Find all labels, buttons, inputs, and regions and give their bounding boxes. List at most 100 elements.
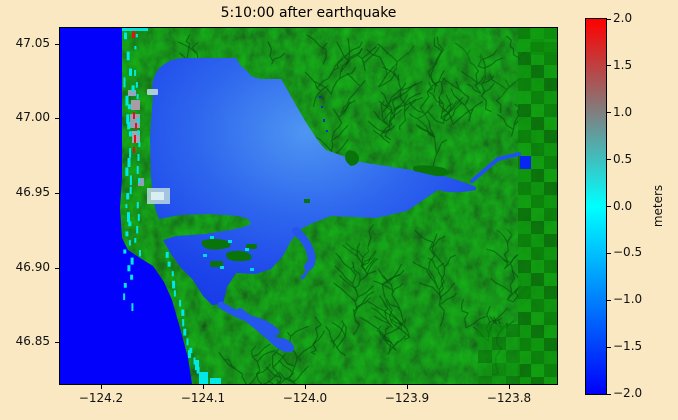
map-plot-area (59, 27, 558, 385)
shoreline-cyan-dash (165, 252, 169, 258)
shoreline-cyan-dash (135, 34, 138, 38)
shoreline-cyan-dash (129, 68, 132, 76)
colorbar-tick-mark (607, 206, 611, 207)
colorbar-tick-label: 0.5 (613, 151, 633, 166)
drainage-vein (330, 320, 347, 357)
shoreline-cyan-dash (131, 303, 134, 311)
grid-patch (518, 312, 532, 326)
shoreline-cyan-dash (127, 265, 131, 272)
south-inlet-basin (273, 337, 295, 353)
grid-patch (531, 208, 545, 222)
square-lake (520, 156, 531, 169)
drainage-vein (310, 316, 326, 355)
grid-patch (531, 260, 545, 274)
x-tick-mark (509, 385, 510, 389)
shoreline-cyan-dash (196, 367, 200, 374)
marsh-cyan-fleck (250, 268, 254, 271)
grid-patch (544, 299, 557, 313)
y-tick-label: 47.00 (15, 110, 50, 124)
grid-patch (531, 351, 545, 365)
colorbar-tick-label: 1.0 (613, 104, 633, 119)
grid-patch (544, 247, 557, 261)
grid-patch (478, 363, 492, 376)
ridge-highlight (462, 47, 484, 67)
colorbar-tick-label: −1.0 (613, 292, 643, 307)
grid-patch (518, 273, 532, 287)
shoreline-cyan-dash (127, 158, 131, 167)
grid-patch (531, 169, 545, 183)
grid-patch (544, 338, 557, 352)
grid-patch (544, 208, 557, 222)
colorbar-tick-label: −1.5 (613, 339, 643, 354)
ridge-highlight (334, 241, 358, 257)
marsh-cyan-fleck (203, 254, 207, 257)
shoreline-cyan-dash (172, 280, 176, 289)
colorbar-tick-mark (607, 159, 611, 161)
marsh-cyan-fleck (228, 240, 232, 243)
grid-patch (492, 324, 506, 337)
southeast-inlet (292, 227, 316, 271)
marsh-cyan-fleck (220, 266, 224, 269)
grid-patch (518, 169, 532, 183)
grid-patch (492, 350, 506, 363)
shoreline-cyan-patch (199, 372, 208, 384)
x-tick-mark (305, 385, 306, 389)
grid-patch (531, 143, 545, 157)
shoreline-speckles (123, 32, 254, 374)
shoreline-cyan-dash (126, 51, 130, 61)
grid-patch (518, 39, 532, 53)
shoreline-cyan-dash (123, 283, 127, 288)
shoreline-cyan-dash (138, 178, 141, 184)
marsh-cyan-fleck (210, 236, 214, 239)
grid-patch (531, 117, 545, 131)
drainage-vein (412, 235, 446, 290)
drainage-vein (251, 343, 281, 384)
drainage-vein (428, 37, 445, 94)
grid-patch (531, 130, 545, 144)
shoreline-cyan-dash (130, 257, 134, 265)
grid-patch (544, 195, 557, 209)
x-tick-label: −123.9 (384, 391, 430, 405)
shoreline-cyan-dash (127, 121, 131, 130)
colorbar-tick-mark (607, 112, 611, 114)
shallow-patch-bright (151, 192, 164, 200)
grid-patch (531, 195, 545, 209)
shoreline-cyan-dash (167, 261, 171, 267)
grid-patch (518, 325, 532, 339)
ridge-highlight (359, 245, 401, 259)
colorbar (585, 18, 607, 395)
shoreline-cyan-dash (123, 77, 126, 88)
grid-patch (544, 130, 557, 144)
grid-patch (544, 312, 557, 326)
y-tick-mark (55, 44, 59, 45)
grid-patch (518, 299, 532, 313)
grid-patch (531, 104, 545, 118)
shoreline-cyan-dash (135, 82, 138, 88)
ridge-highlight (437, 188, 467, 208)
grid-patch (531, 234, 545, 248)
flood-spot-red (133, 147, 135, 153)
y-tick-mark (55, 342, 59, 343)
grid-patch (518, 260, 532, 274)
shoreline-cyan-dash (134, 70, 137, 76)
drainage-vein (342, 242, 377, 272)
drainage-vein (383, 322, 407, 355)
drainage-vein (357, 46, 380, 72)
shoreline-cyan-dash (129, 186, 132, 195)
shoreline-cyan-dash (138, 142, 141, 148)
grid-patch (518, 117, 532, 131)
shoreline-cyan-dash (136, 166, 139, 174)
river-speck (321, 106, 323, 108)
grid-patch (544, 143, 557, 157)
shoreline-cyan-dash (134, 238, 137, 243)
flood-spot-red (133, 112, 135, 119)
shoreline-cyan-dash (139, 250, 141, 257)
marsh-cyan-fleck (245, 248, 249, 251)
colorbar-tick-mark (607, 252, 611, 254)
drainage-vein (352, 297, 371, 336)
shoreline-cyan-dash (137, 130, 140, 136)
grid-patch (530, 42, 557, 55)
shoreline-cyan-dash (193, 357, 196, 365)
drainage-vein (265, 343, 295, 384)
grid-patch (531, 78, 545, 92)
